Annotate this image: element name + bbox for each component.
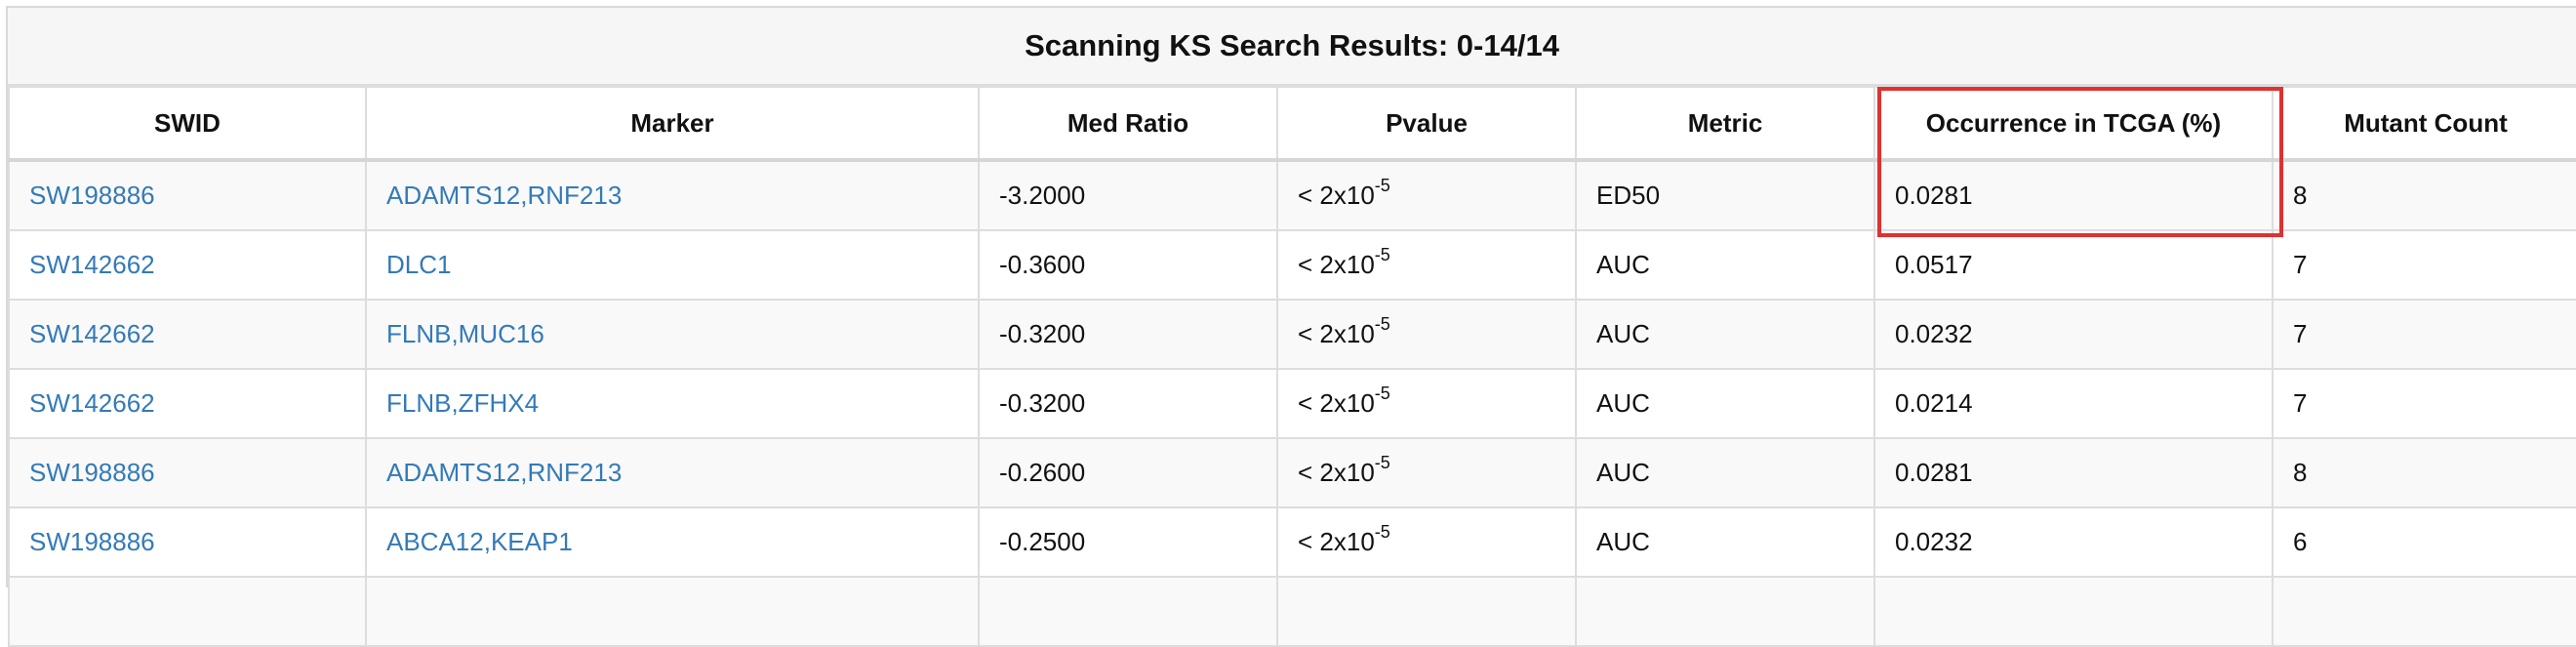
mutant-count-cell: 7	[2272, 368, 2576, 439]
metric-cell: AUC	[1575, 229, 1875, 301]
results-table: SWID Marker Med Ratio Pvalue Metric Occu…	[8, 86, 2576, 647]
column-header-mutant-count[interactable]: Mutant Count	[2272, 86, 2576, 162]
pvalue-exponent: -5	[1374, 522, 1390, 543]
column-header-med-ratio[interactable]: Med Ratio	[978, 86, 1278, 162]
table-row: SW198886 ABCA12,KEAP1 -0.2500 < 2x10-5 A…	[8, 506, 2576, 578]
pvalue-exponent: -5	[1374, 453, 1390, 473]
mutant-count-cell: 7	[2272, 299, 2576, 370]
pvalue-cell: < 2x10-5	[1276, 159, 1577, 231]
marker-link[interactable]: DLC1	[386, 250, 452, 279]
med-ratio-cell: -3.2000	[978, 159, 1278, 231]
swid-cell: SW142662	[8, 368, 367, 439]
med-ratio-cell: -0.3200	[978, 368, 1278, 439]
med-ratio-cell: -0.3200	[978, 299, 1278, 370]
metric-cell: AUC	[1575, 437, 1875, 508]
marker-link[interactable]: ADAMTS12,RNF213	[386, 181, 623, 210]
header-row: SWID Marker Med Ratio Pvalue Metric Occu…	[8, 86, 2576, 162]
column-header-pvalue[interactable]: Pvalue	[1276, 86, 1577, 162]
swid-link[interactable]: SW142662	[29, 388, 155, 418]
pvalue-exponent: -5	[1374, 314, 1390, 335]
column-header-occurrence[interactable]: Occurrence in TCGA (%)	[1873, 86, 2274, 162]
table-row: SW142662 FLNB,MUC16 -0.3200 < 2x10-5 AUC…	[8, 299, 2576, 370]
mutant-count-cell: 8	[2272, 437, 2576, 508]
pvalue-base: < 2x10	[1298, 388, 1375, 418]
column-header-marker[interactable]: Marker	[365, 86, 980, 162]
pvalue-cell: < 2x10-5	[1276, 506, 1577, 578]
marker-cell: DLC1	[365, 229, 980, 301]
marker-link[interactable]: FLNB,ZFHX4	[386, 388, 540, 418]
occurrence-cell: 0.0281	[1873, 437, 2274, 508]
pvalue-base: < 2x10	[1298, 250, 1375, 279]
occurrence-cell: 0.0214	[1873, 368, 2274, 439]
pvalue-exponent: -5	[1374, 384, 1390, 404]
marker-cell: ADAMTS12,RNF213	[365, 159, 980, 231]
results-panel: Scanning KS Search Results: 0-14/14 SWID…	[6, 6, 2576, 647]
marker-cell: ABCA12,KEAP1	[365, 506, 980, 578]
metric-cell: AUC	[1575, 368, 1875, 439]
med-ratio-cell: -0.2600	[978, 437, 1278, 508]
occurrence-cell: 0.0281	[1873, 159, 2274, 231]
marker-link[interactable]: ADAMTS12,RNF213	[386, 458, 623, 487]
table-row: SW142662 DLC1 -0.3600 < 2x10-5 AUC 0.051…	[8, 229, 2576, 301]
metric-cell: ED50	[1575, 159, 1875, 231]
pvalue-base: < 2x10	[1298, 458, 1375, 487]
swid-cell: SW198886	[8, 159, 367, 231]
med-ratio-cell: -0.2500	[978, 506, 1278, 578]
med-ratio-cell: -0.3600	[978, 229, 1278, 301]
swid-link[interactable]: SW142662	[29, 319, 155, 348]
pvalue-exponent: -5	[1374, 245, 1390, 265]
swid-cell: SW198886	[8, 437, 367, 508]
marker-cell: FLNB,MUC16	[365, 299, 980, 370]
table-row: SW198886 ADAMTS12,RNF213 -3.2000 < 2x10-…	[8, 159, 2576, 231]
swid-cell: SW142662	[8, 229, 367, 301]
table-row: SW198886 ADAMTS12,RNF213 -0.2600 < 2x10-…	[8, 437, 2576, 508]
pvalue-cell: < 2x10-5	[1276, 368, 1577, 439]
metric-cell: AUC	[1575, 506, 1875, 578]
pvalue-base: < 2x10	[1298, 527, 1375, 556]
swid-link[interactable]: SW198886	[29, 458, 155, 487]
pvalue-cell: < 2x10-5	[1276, 299, 1577, 370]
pvalue-base: < 2x10	[1298, 181, 1375, 210]
swid-cell: SW198886	[8, 506, 367, 578]
occurrence-cell: 0.0517	[1873, 229, 2274, 301]
mutant-count-cell: 7	[2272, 229, 2576, 301]
marker-cell: FLNB,ZFHX4	[365, 368, 980, 439]
table-row: SW142662 FLNB,ZFHX4 -0.3200 < 2x10-5 AUC…	[8, 368, 2576, 439]
swid-cell: SW142662	[8, 299, 367, 370]
marker-cell: ADAMTS12,RNF213	[365, 437, 980, 508]
swid-link[interactable]: SW198886	[29, 181, 155, 210]
occurrence-cell: 0.0232	[1873, 506, 2274, 578]
metric-cell: AUC	[1575, 299, 1875, 370]
pvalue-cell: < 2x10-5	[1276, 437, 1577, 508]
pvalue-cell: < 2x10-5	[1276, 229, 1577, 301]
swid-link[interactable]: SW198886	[29, 527, 155, 556]
results-title: Scanning KS Search Results: 0-14/14	[8, 8, 2576, 86]
mutant-count-cell: 8	[2272, 159, 2576, 231]
pvalue-base: < 2x10	[1298, 319, 1375, 348]
mutant-count-cell: 6	[2272, 506, 2576, 578]
column-header-metric[interactable]: Metric	[1575, 86, 1875, 162]
occurrence-cell: 0.0232	[1873, 299, 2274, 370]
pvalue-exponent: -5	[1374, 176, 1390, 196]
marker-link[interactable]: ABCA12,KEAP1	[386, 527, 573, 556]
marker-link[interactable]: FLNB,MUC16	[386, 319, 544, 348]
column-header-swid[interactable]: SWID	[8, 86, 367, 162]
swid-link[interactable]: SW142662	[29, 250, 155, 279]
